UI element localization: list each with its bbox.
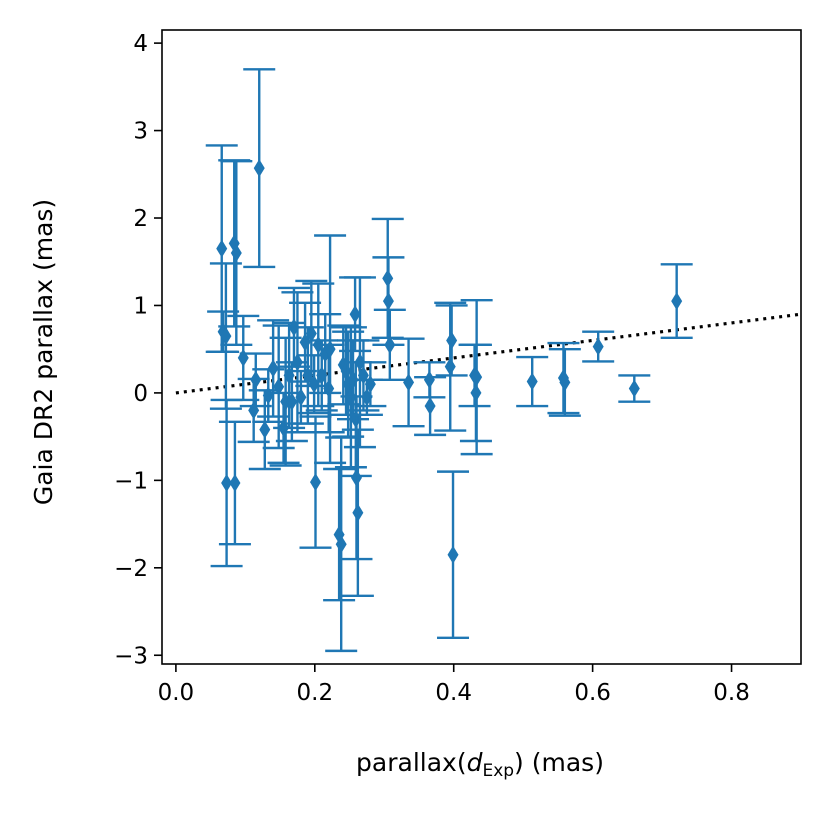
- thin-diamond-marker: [262, 386, 274, 405]
- x-tick-label: 0.6: [574, 680, 611, 706]
- thin-diamond-marker: [230, 243, 242, 262]
- x-tick-label: 0.0: [158, 680, 195, 706]
- plot-frame: [161, 29, 802, 665]
- data-point: [323, 467, 356, 602]
- thin-diamond-marker: [259, 420, 271, 439]
- data-point: [414, 375, 447, 437]
- data-point: [325, 436, 358, 653]
- thin-diamond-marker: [403, 373, 415, 392]
- data-point: [281, 291, 314, 434]
- thin-diamond-marker: [220, 327, 232, 346]
- y-tick-label: 4: [133, 31, 148, 57]
- reference-line: [175, 312, 802, 395]
- y-tick-label: 2: [133, 206, 148, 232]
- thin-diamond-marker: [323, 379, 335, 398]
- thin-diamond-marker: [324, 340, 336, 359]
- thin-diamond-marker: [444, 357, 456, 376]
- thin-diamond-marker: [308, 375, 320, 394]
- thin-diamond-marker: [350, 468, 362, 487]
- x-axis-label-main: parallax(: [356, 748, 467, 777]
- data-point: [372, 256, 405, 347]
- data-point: [220, 159, 253, 347]
- thin-diamond-marker: [628, 379, 640, 398]
- thin-diamond-marker: [295, 388, 307, 407]
- data-point: [291, 326, 324, 425]
- thin-diamond-marker: [253, 159, 265, 178]
- data-point: [314, 234, 347, 465]
- data-point: [239, 352, 272, 408]
- thin-diamond-marker: [221, 473, 233, 492]
- thin-diamond-marker: [229, 473, 241, 492]
- x-axis-label-var: d: [467, 748, 483, 777]
- thin-diamond-marker: [471, 368, 483, 387]
- data-point: [248, 389, 281, 471]
- y-tick-label: −3: [114, 643, 148, 669]
- data-point: [392, 337, 425, 428]
- thin-diamond-marker: [446, 331, 458, 350]
- x-tick-label: 0.8: [713, 680, 750, 706]
- thin-diamond-marker: [447, 545, 459, 564]
- data-point: [340, 395, 373, 561]
- y-tick-label: 3: [133, 119, 148, 145]
- data-point: [660, 263, 693, 340]
- thin-diamond-marker: [216, 239, 228, 258]
- x-axis-label-tail: ) (mas): [514, 748, 604, 777]
- thin-diamond-marker: [526, 372, 538, 391]
- thin-diamond-marker: [349, 305, 361, 324]
- thin-diamond-marker: [291, 353, 303, 372]
- thin-diamond-marker: [592, 337, 604, 356]
- thin-diamond-marker: [309, 473, 321, 492]
- series-layer: [205, 68, 693, 653]
- thin-diamond-marker: [671, 292, 683, 311]
- y-tick-label: −1: [114, 468, 148, 494]
- data-point: [618, 374, 651, 403]
- data-point: [354, 361, 387, 408]
- data-point: [460, 299, 493, 456]
- reference-line-layer: [175, 312, 802, 395]
- y-axis-label: Gaia DR2 parallax (mas): [29, 199, 58, 505]
- data-point: [341, 428, 374, 597]
- y-tick-label: 0: [133, 381, 148, 407]
- data-point: [299, 415, 332, 549]
- y-tick-label: −2: [114, 556, 148, 582]
- data-point: [548, 347, 581, 417]
- data-point: [209, 262, 242, 410]
- thin-diamond-marker: [286, 392, 298, 411]
- thin-diamond-marker: [267, 359, 279, 378]
- data-point: [437, 470, 470, 639]
- data-point: [218, 420, 251, 546]
- thin-diamond-marker: [273, 377, 285, 396]
- thin-diamond-marker: [335, 535, 347, 554]
- thin-diamond-marker: [364, 375, 376, 394]
- x-axis-ticks: 0.0 0.2 0.4 0.6 0.8: [158, 664, 750, 706]
- data-point: [434, 301, 467, 432]
- data-point: [243, 68, 276, 269]
- thin-diamond-marker: [382, 292, 394, 311]
- thin-diamond-marker: [352, 503, 364, 522]
- thin-diamond-marker: [305, 324, 317, 343]
- x-axis-label: parallax(dExp) (mas): [356, 748, 604, 781]
- thin-diamond-marker: [384, 335, 396, 354]
- x-axis-label-sub: Exp: [482, 761, 514, 781]
- data-point: [373, 308, 406, 381]
- data-point: [435, 304, 468, 377]
- thin-diamond-marker: [559, 373, 571, 392]
- data-point: [516, 355, 549, 408]
- data-point: [298, 354, 331, 415]
- data-point: [257, 319, 290, 418]
- data-point: [582, 330, 615, 363]
- x-tick-label: 0.4: [435, 680, 472, 706]
- x-tick-label: 0.2: [297, 680, 334, 706]
- thin-diamond-marker: [424, 397, 436, 416]
- y-tick-label: 1: [133, 293, 148, 319]
- y-axis-ticks: −3 −2 −1 0 1 2 3 4: [114, 31, 162, 669]
- thin-diamond-marker: [250, 370, 262, 389]
- thin-diamond-marker: [237, 348, 249, 367]
